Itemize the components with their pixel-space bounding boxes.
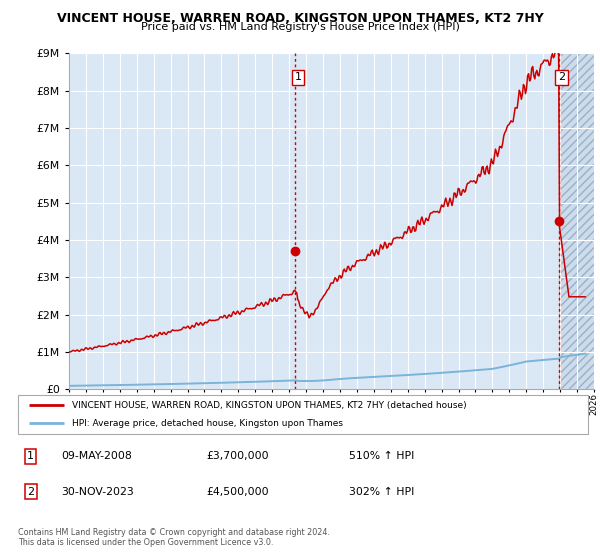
Text: £4,500,000: £4,500,000 [206, 487, 269, 497]
Text: VINCENT HOUSE, WARREN ROAD, KINGSTON UPON THAMES, KT2 7HY (detached house): VINCENT HOUSE, WARREN ROAD, KINGSTON UPO… [72, 401, 467, 410]
Text: 30-NOV-2023: 30-NOV-2023 [61, 487, 133, 497]
Bar [559, 53, 594, 389]
Text: 510% ↑ HPI: 510% ↑ HPI [349, 451, 414, 461]
Text: HPI: Average price, detached house, Kingston upon Thames: HPI: Average price, detached house, King… [72, 419, 343, 428]
Text: £3,700,000: £3,700,000 [206, 451, 269, 461]
Text: 1: 1 [295, 72, 301, 82]
Text: 2: 2 [27, 487, 34, 497]
Text: Price paid vs. HM Land Registry's House Price Index (HPI): Price paid vs. HM Land Registry's House … [140, 22, 460, 32]
Text: 302% ↑ HPI: 302% ↑ HPI [349, 487, 414, 497]
FancyBboxPatch shape [18, 395, 588, 434]
Text: 2: 2 [558, 72, 565, 82]
Text: Contains HM Land Registry data © Crown copyright and database right 2024.
This d: Contains HM Land Registry data © Crown c… [18, 528, 330, 547]
Bar [559, 53, 594, 389]
Text: 1: 1 [27, 451, 34, 461]
Text: 09-MAY-2008: 09-MAY-2008 [61, 451, 131, 461]
Text: VINCENT HOUSE, WARREN ROAD, KINGSTON UPON THAMES, KT2 7HY: VINCENT HOUSE, WARREN ROAD, KINGSTON UPO… [56, 12, 544, 25]
